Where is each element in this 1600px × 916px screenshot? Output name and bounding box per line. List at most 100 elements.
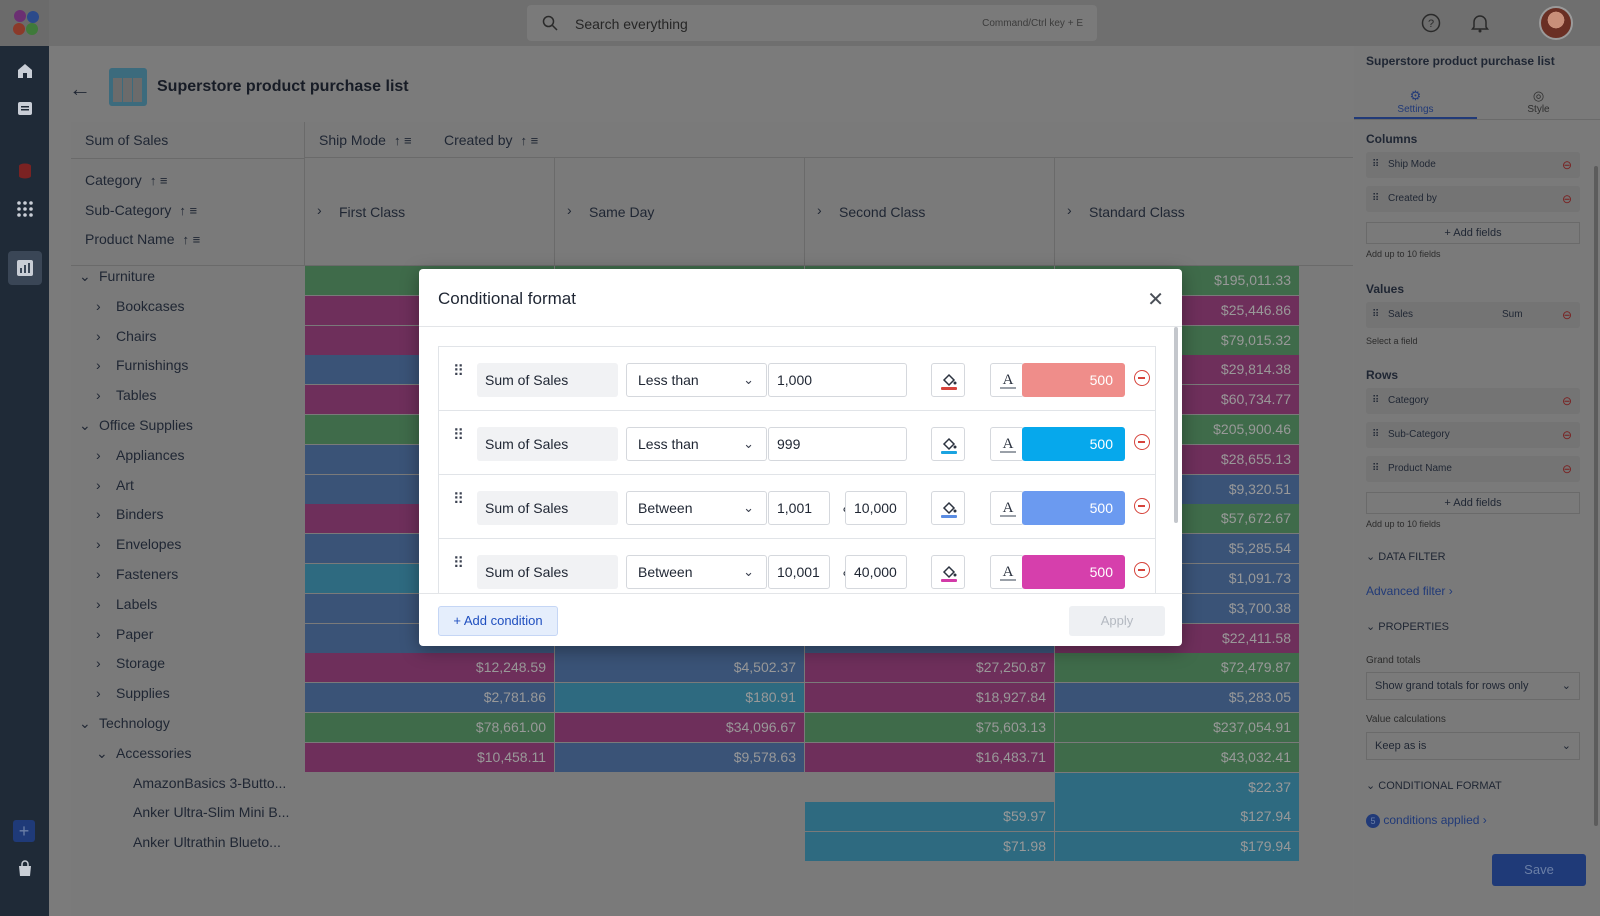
operator-select[interactable]: Less than ⌄: [626, 427, 767, 461]
help-icon[interactable]: ?: [1420, 12, 1442, 34]
drag-handle-icon[interactable]: ⠿: [453, 427, 465, 444]
row-label[interactable]: ⌄ Furniture: [79, 268, 305, 298]
add-icon[interactable]: +: [13, 820, 35, 842]
remove-condition-icon[interactable]: [1134, 498, 1150, 514]
save-button[interactable]: Save: [1492, 854, 1586, 886]
operator-select[interactable]: Between ⌄: [626, 491, 767, 525]
chevron-right-icon[interactable]: ›: [96, 655, 101, 672]
marketplace-icon[interactable]: [12, 856, 38, 882]
row-label[interactable]: › Labels: [96, 596, 305, 626]
close-icon[interactable]: ✕: [1147, 289, 1164, 311]
chevron-right-icon[interactable]: ›: [96, 625, 101, 642]
value-input[interactable]: 1,000: [768, 363, 907, 397]
drag-handle-icon[interactable]: ⠿: [453, 555, 465, 572]
value-to-input[interactable]: 40,000: [845, 555, 907, 589]
calendar-icon[interactable]: [12, 95, 38, 121]
row-label[interactable]: › Furnishings: [96, 357, 305, 387]
chevron-right-icon[interactable]: ›: [96, 327, 101, 344]
select-field-hint[interactable]: Select a field: [1366, 336, 1418, 346]
ship-mode-first-class[interactable]: › First Class: [305, 158, 555, 266]
row-label[interactable]: › Binders: [96, 506, 305, 536]
row-label[interactable]: › Appliances: [96, 447, 305, 477]
column-field-ship-mode[interactable]: ⠿ Ship Mode ⊖: [1366, 152, 1580, 178]
row-header-product-name[interactable]: Product Name ↑ ≡: [85, 231, 201, 247]
chevron-right-icon[interactable]: ›: [96, 536, 101, 553]
operator-select[interactable]: Less than ⌄: [626, 363, 767, 397]
font-color-button[interactable]: A: [990, 427, 1024, 461]
properties-section[interactable]: ⌄ PROPERTIES: [1366, 621, 1449, 633]
app-logo[interactable]: [0, 0, 49, 46]
font-color-button[interactable]: A: [990, 363, 1024, 397]
tab-style[interactable]: ◎ Style: [1477, 88, 1600, 115]
user-avatar[interactable]: [1539, 6, 1573, 40]
fill-color-button[interactable]: [931, 363, 965, 397]
data-filter-section[interactable]: ⌄ DATA FILTER: [1366, 551, 1446, 563]
tab-settings[interactable]: ⚙ Settings: [1354, 88, 1477, 119]
back-arrow-icon[interactable]: ←: [69, 76, 91, 101]
ship-mode-standard-class[interactable]: › Standard Class: [1067, 202, 1185, 220]
chevron-right-icon[interactable]: ›: [96, 566, 101, 582]
notification-bell-icon[interactable]: [1469, 12, 1491, 34]
row-label[interactable]: › Storage: [96, 655, 305, 685]
apply-button[interactable]: Apply: [1069, 606, 1165, 636]
font-color-button[interactable]: A: [990, 555, 1024, 589]
chevron-down-icon[interactable]: ⌄: [96, 744, 108, 761]
format-preview-swatch[interactable]: 500: [1022, 555, 1125, 589]
row-label[interactable]: ⌄ Technology: [79, 715, 305, 745]
row-label[interactable]: › Supplies: [96, 685, 305, 715]
value-input[interactable]: 999: [768, 427, 907, 461]
row-label[interactable]: › Fasteners: [96, 566, 305, 596]
row-field-sub-category[interactable]: ⠿ Sub-Category ⊖: [1366, 422, 1580, 448]
chevron-right-icon[interactable]: ›: [96, 357, 101, 374]
add-row-fields-button[interactable]: + Add fields: [1366, 492, 1580, 514]
chevron-down-icon[interactable]: ⌄: [79, 417, 91, 433]
format-preview-swatch[interactable]: 500: [1022, 427, 1125, 461]
row-label[interactable]: › Art: [96, 477, 305, 507]
conditional-format-section[interactable]: ⌄ CONDITIONAL FORMAT: [1366, 780, 1502, 792]
apps-grid-icon[interactable]: [12, 196, 38, 222]
condition-field[interactable]: Sum of Sales: [477, 555, 618, 589]
row-header-sub-category[interactable]: Sub-Category ↑ ≡: [85, 202, 198, 218]
chevron-right-icon[interactable]: ›: [96, 297, 101, 314]
drag-handle-icon[interactable]: ⠿: [453, 491, 465, 508]
remove-condition-icon[interactable]: [1134, 562, 1150, 578]
dialog-scrollbar[interactable]: [1174, 327, 1178, 523]
condition-field[interactable]: Sum of Sales: [477, 427, 618, 461]
add-condition-button[interactable]: + Add condition: [438, 606, 558, 636]
grand-totals-select[interactable]: Show grand totals for rows only ⌄: [1366, 672, 1580, 700]
chevron-right-icon[interactable]: ›: [96, 446, 101, 463]
chevron-down-icon[interactable]: ⌄: [79, 268, 91, 284]
condition-field[interactable]: Sum of Sales: [477, 363, 618, 397]
column-header-ship-mode[interactable]: Ship Mode ↑ ≡: [319, 132, 412, 148]
value-calculations-select[interactable]: Keep as is ⌄: [1366, 732, 1580, 760]
fill-color-button[interactable]: [931, 555, 965, 589]
add-column-fields-button[interactable]: + Add fields: [1366, 222, 1580, 244]
value-from-input[interactable]: 10,001: [768, 555, 830, 589]
chevron-down-icon[interactable]: ⌄: [79, 715, 91, 731]
ship-mode-same-day[interactable]: › Same Day: [555, 158, 805, 266]
value-from-input[interactable]: 1,001: [768, 491, 830, 525]
row-label[interactable]: › Bookcases: [96, 298, 305, 328]
chevron-right-icon[interactable]: ›: [96, 595, 101, 612]
remove-condition-icon[interactable]: [1134, 370, 1150, 386]
fill-color-button[interactable]: [931, 427, 965, 461]
row-label[interactable]: ⌄ Office Supplies: [79, 417, 305, 447]
global-search[interactable]: Search everything Command/Ctrl key + E: [527, 5, 1097, 41]
advanced-filter-link[interactable]: Advanced filter ›: [1366, 584, 1453, 598]
format-preview-swatch[interactable]: 500: [1022, 363, 1125, 397]
database-icon[interactable]: [12, 158, 38, 184]
chevron-right-icon[interactable]: ›: [96, 476, 101, 493]
value-field-sales[interactable]: ⠿ Sales Sum ⊖: [1366, 302, 1580, 328]
chevron-right-icon[interactable]: ›: [96, 387, 101, 404]
column-field-created-by[interactable]: ⠿ Created by ⊖: [1366, 186, 1580, 212]
remove-condition-icon[interactable]: [1134, 434, 1150, 450]
row-label[interactable]: › Envelopes: [96, 536, 305, 566]
ship-mode-second-class[interactable]: › Second Class: [805, 158, 1055, 266]
conditions-applied-link[interactable]: 5 conditions applied ›: [1366, 813, 1487, 828]
value-to-input[interactable]: 10,000: [845, 491, 907, 525]
format-preview-swatch[interactable]: 500: [1022, 491, 1125, 525]
operator-select[interactable]: Between ⌄: [626, 555, 767, 589]
drag-handle-icon[interactable]: ⠿: [453, 363, 465, 380]
column-header-created-by[interactable]: Created by ↑ ≡: [444, 132, 539, 148]
condition-field[interactable]: Sum of Sales: [477, 491, 618, 525]
